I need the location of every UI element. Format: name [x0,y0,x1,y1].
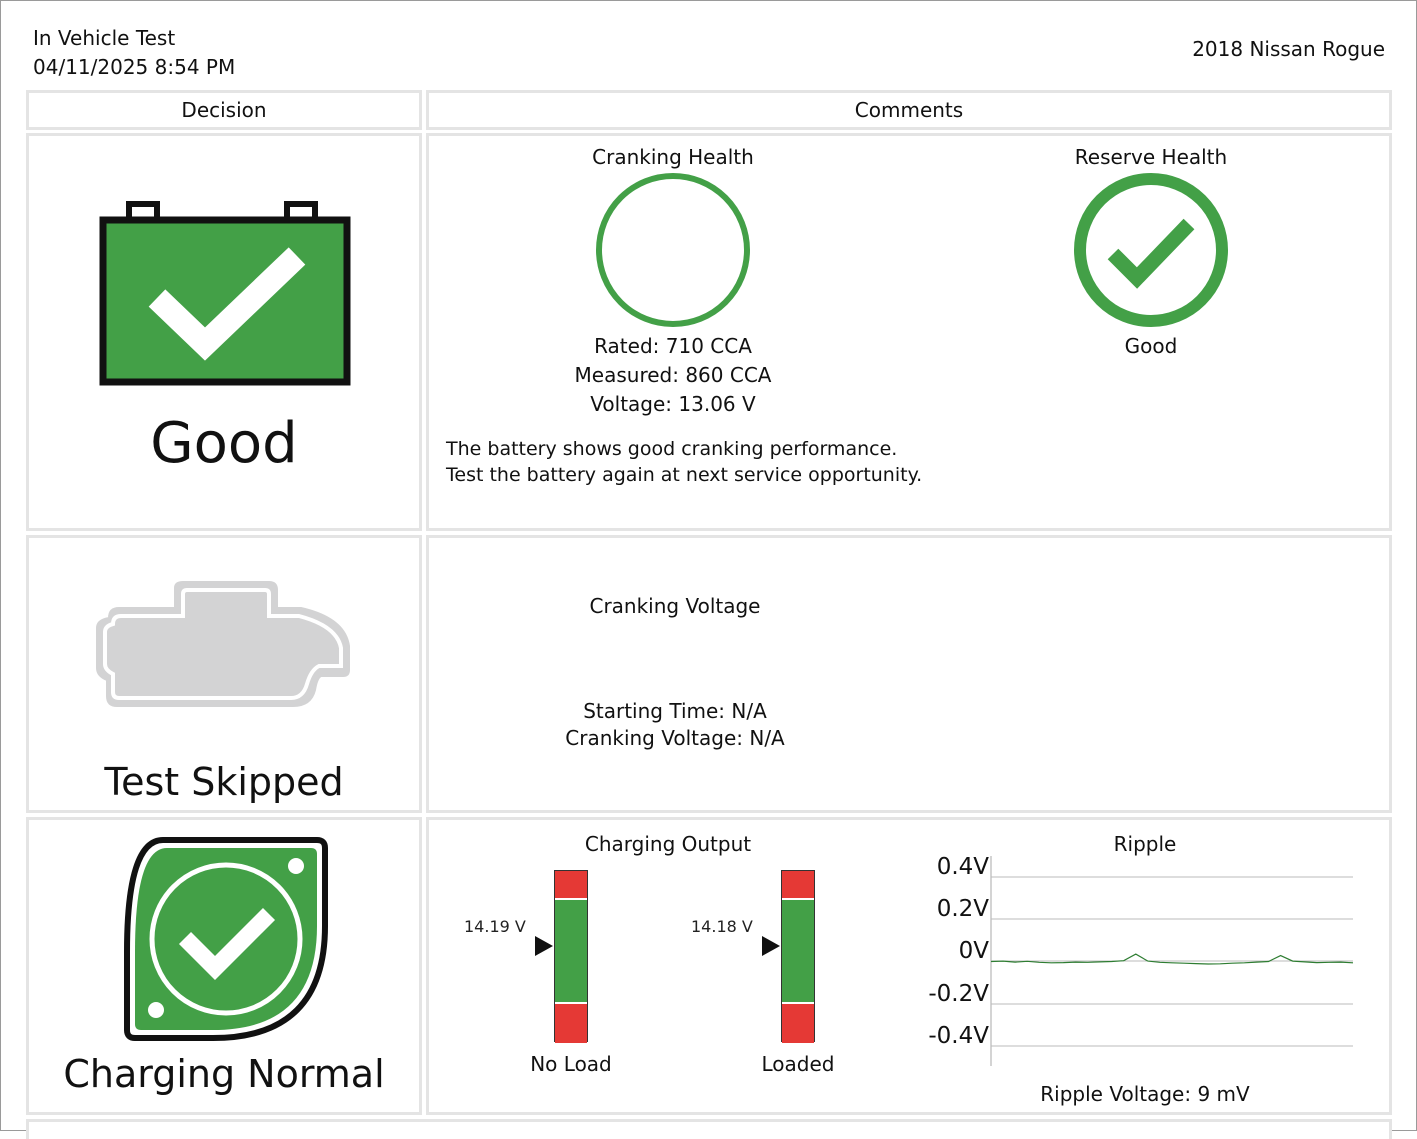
comments-header-label: Comments [854,98,964,122]
decision-header-label: Decision [181,98,267,122]
ripple-y-tick: 0V [958,938,989,964]
loaded-label: Loaded [761,1052,835,1076]
cranking-voltage: Voltage: 13.06 V [590,392,756,416]
ripple-y-tick: 0.2V [936,896,989,922]
starter-engine-icon [96,581,350,707]
battery-comments-cell: Cranking Health Rated: 710 CCA Measured:… [426,133,1392,531]
no-load-voltage-label: 14.19 V [464,917,526,936]
cranking-health-title: Cranking Health [592,145,754,169]
ripple-y-tick: -0.2V [928,981,989,1007]
loaded-voltage-label: 14.18 V [691,917,753,936]
vehicle-name: 2018 Nissan Rogue [1192,37,1385,61]
charging-comments-cell: Charging Output 14.19 V No Load 14.18 V … [426,817,1392,1115]
cranking-voltage-title: Cranking Voltage [589,594,761,618]
charging-decision-label: Charging Normal [63,1052,385,1096]
reserve-health-title: Reserve Health [1074,145,1228,169]
battery-comment-line: Test the battery again at next service o… [446,464,923,486]
ripple-title: Ripple [1113,832,1177,856]
no-load-gauge [554,870,588,1043]
alternator-good-icon [124,837,328,1041]
reserve-health-check-icon [1074,173,1228,327]
loaded-pointer-icon [762,936,780,956]
starter-decision-cell: Test Skipped [26,535,422,813]
battery-good-icon [99,201,351,386]
starter-comments-cell: Cranking Voltage Starting Time: N/A Cran… [426,535,1392,813]
reserve-health-status: Good [1124,334,1178,358]
battery-decision-cell: Good [26,133,422,531]
charging-output-title: Charging Output [584,832,752,856]
starter-decision-label: Test Skipped [104,760,344,804]
cranking-measured: Measured: 860 CCA [574,363,772,387]
cranking-health-ring-icon [596,173,750,327]
loaded-gauge [781,870,815,1043]
ripple-y-tick: 0.4V [936,854,989,880]
decision-column-header: Decision [26,90,422,130]
no-load-pointer-icon [535,936,553,956]
ripple-chart [990,856,1354,1066]
report-header: In Vehicle Test 04/11/2025 8:54 PM [33,24,235,82]
battery-comment-line: The battery shows good cranking performa… [446,438,898,460]
battery-decision-label: Good [150,411,298,476]
comments-column-header: Comments [426,90,1392,130]
test-name: In Vehicle Test [33,26,176,50]
test-datetime: 04/11/2025 8:54 PM [33,55,236,79]
charging-decision-cell: Charging Normal [26,817,422,1115]
cranking-rated: Rated: 710 CCA [594,334,752,358]
next-row-cell [26,1119,1392,1139]
ripple-y-tick: -0.4V [928,1023,989,1049]
ripple-voltage-value: Ripple Voltage: 9 mV [1040,1082,1250,1106]
ripple-series-line [990,953,1354,965]
starting-time: Starting Time: N/A [583,699,767,723]
cranking-voltage-value: Cranking Voltage: N/A [565,726,785,750]
battery-comment-text: The battery shows good cranking performa… [446,436,922,488]
no-load-label: No Load [530,1052,612,1076]
